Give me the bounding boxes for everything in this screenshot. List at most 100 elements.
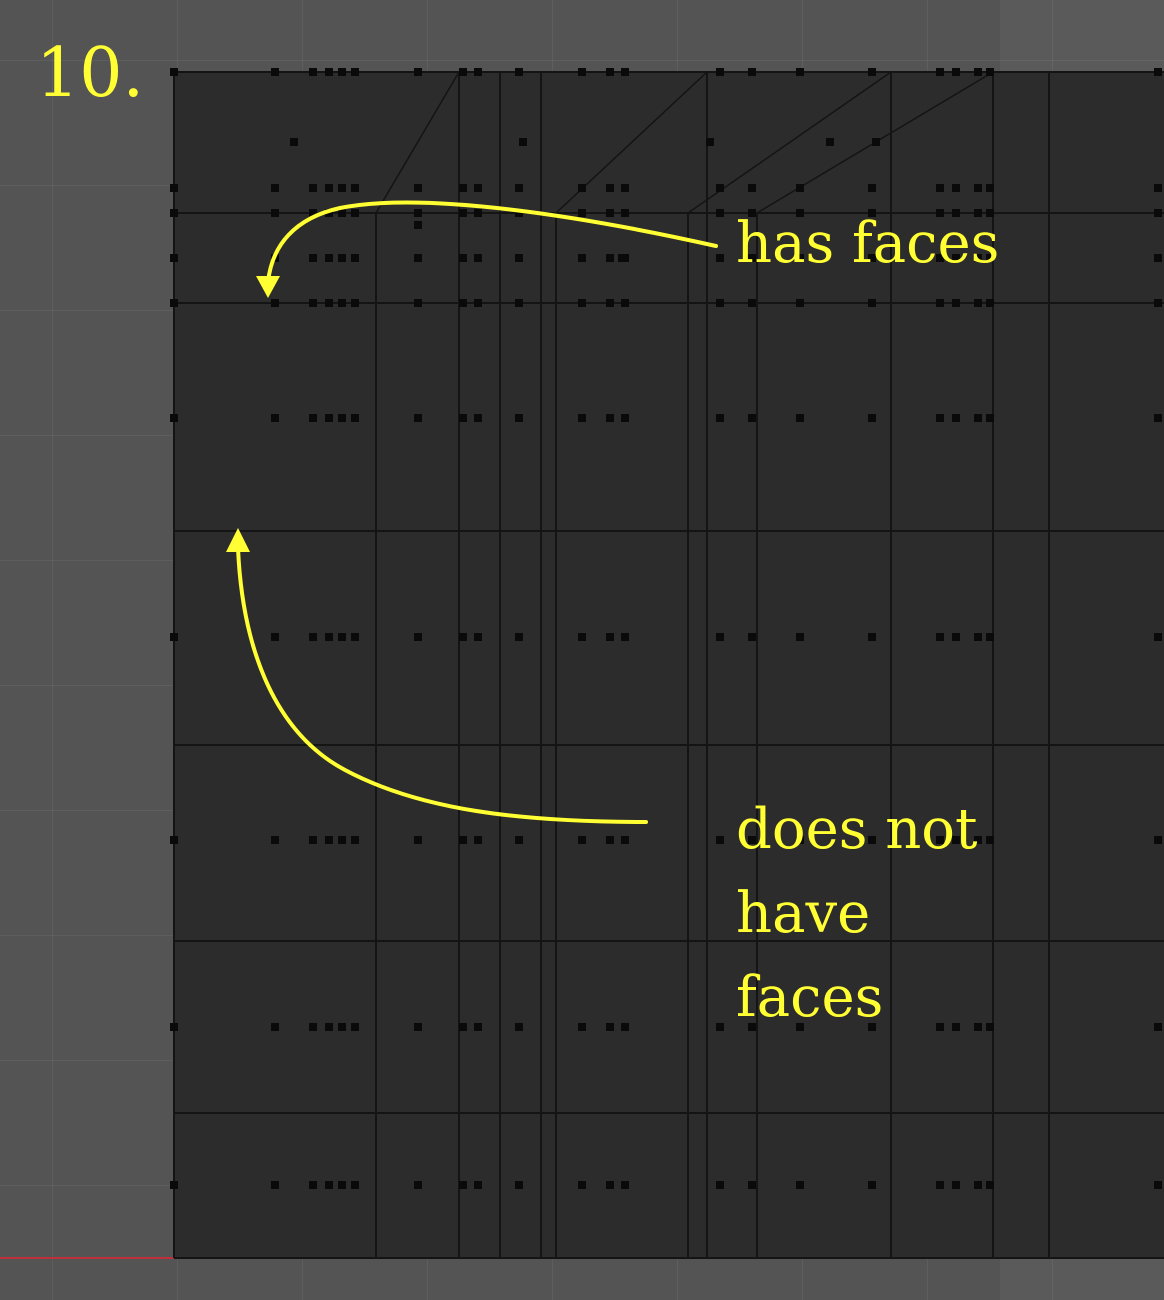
vertex [868,184,876,192]
vertex [459,414,467,422]
vertex [868,299,876,307]
vertex [974,1023,982,1031]
vertex [325,1023,333,1031]
vertex [351,836,359,844]
vertex [338,633,346,641]
annotation-line: have [736,881,871,946]
vertex [474,254,482,262]
vertex [271,836,279,844]
vertex [974,254,982,262]
vertex [578,299,586,307]
vertex [606,209,614,217]
vertex [952,254,960,262]
vertex [170,184,178,192]
vertex [952,68,960,76]
vertex [474,1181,482,1189]
vertex [325,836,333,844]
vertex [952,1181,960,1189]
vertex [606,68,614,76]
vertex [325,254,333,262]
vertex [325,299,333,307]
vertex [351,633,359,641]
vertex [868,254,876,262]
vertex [621,299,629,307]
vertex [716,633,724,641]
vertex [986,184,994,192]
vertex [271,414,279,422]
vertex [748,184,756,192]
vertex [459,836,467,844]
vertex [748,299,756,307]
vertex [578,414,586,422]
vertex [459,1023,467,1031]
vertex [621,836,629,844]
vertex [309,68,317,76]
vertex [338,254,346,262]
vertex [459,254,467,262]
vertex [986,254,994,262]
vertex [309,633,317,641]
vertex [351,299,359,307]
vertex [606,299,614,307]
vertex [351,1023,359,1031]
vertex [621,68,629,76]
vertex [621,633,629,641]
vertex [716,299,724,307]
vertex [606,836,614,844]
vertex [936,1181,944,1189]
vertex [986,836,994,844]
vertex [986,633,994,641]
vertex [872,138,880,146]
step-number: 10. [36,34,145,113]
vertex [325,1181,333,1189]
vertex [748,209,756,217]
vertex [578,254,586,262]
vertex [474,1023,482,1031]
vertex [309,1181,317,1189]
vertex [826,138,834,146]
vertex [606,414,614,422]
vertex [578,836,586,844]
vertex [578,184,586,192]
vertex [868,836,876,844]
vertex [936,254,944,262]
vertex [414,184,422,192]
vertex [986,209,994,217]
vertex [474,414,482,422]
vertex [974,184,982,192]
vertex [1154,1023,1162,1031]
vertex [606,254,614,262]
vertex [868,414,876,422]
vertex [459,68,467,76]
mesh-face-area [174,72,1164,1258]
vertex [974,209,982,217]
vertex [936,209,944,217]
vertex [459,299,467,307]
vertex [796,414,804,422]
arrow-has-faces [266,200,718,284]
vertex [170,299,178,307]
vertex [271,68,279,76]
vertex [986,68,994,76]
vertex [515,1023,523,1031]
vertex [1154,254,1162,262]
vertex [974,633,982,641]
vertex [1154,68,1162,76]
vertex [936,68,944,76]
vertex [325,184,333,192]
vertex [578,1023,586,1031]
vertex [414,1023,422,1031]
vertex [621,414,629,422]
vertex [309,254,317,262]
vertex [936,836,944,844]
vertex [414,299,422,307]
vertex [309,184,317,192]
vertex [351,68,359,76]
vertex [578,68,586,76]
vertex [716,254,724,262]
vertex [414,836,422,844]
vertex [578,209,586,217]
vertex [271,1181,279,1189]
